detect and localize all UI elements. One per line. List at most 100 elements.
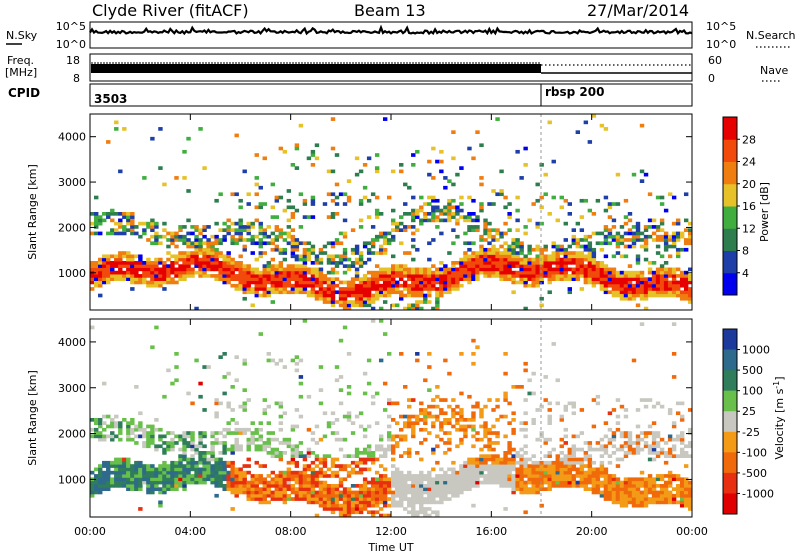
heatmap-cell — [591, 114, 597, 118]
heatmap-cell — [411, 280, 416, 285]
heatmap-cell — [399, 228, 404, 232]
heatmap-cell — [146, 474, 151, 478]
heatmap-cell — [318, 437, 324, 442]
heatmap-cell — [238, 198, 243, 203]
heatmap-cell — [278, 247, 284, 252]
heatmap-cell — [222, 447, 227, 452]
heatmap-cell — [234, 264, 239, 268]
heatmap-cell — [262, 447, 267, 452]
heatmap-cell — [639, 503, 645, 508]
heatmap-cell — [647, 277, 653, 281]
heatmap-cell — [342, 487, 348, 491]
heatmap-cell — [354, 507, 360, 511]
heatmap-cell — [386, 238, 392, 242]
heatmap-cell — [302, 283, 308, 288]
heatmap-cell — [659, 477, 665, 482]
heatmap-cell — [170, 474, 175, 478]
heatmap-cell — [374, 480, 380, 485]
heatmap-cell — [511, 490, 516, 495]
heatmap-cell — [663, 277, 669, 281]
heatmap-cell — [607, 202, 613, 206]
heatmap-cell — [294, 408, 300, 412]
heatmap-cell — [575, 251, 581, 255]
heatmap-cell — [278, 251, 284, 255]
heatmap-cell — [535, 261, 540, 265]
heatmap-cell — [306, 477, 312, 482]
heatmap-cell — [659, 437, 665, 442]
heatmap-cell — [463, 474, 468, 478]
heatmap-cell — [282, 451, 288, 455]
heatmap-cell — [539, 270, 544, 275]
heatmap-cell — [362, 261, 368, 265]
heatmap-cell — [399, 484, 404, 488]
heatmap-cell — [687, 480, 693, 485]
heatmap-cell — [198, 251, 203, 255]
heatmap-cell — [443, 480, 448, 485]
x-tick-label: 04:00 — [174, 525, 206, 538]
heatmap-cell — [571, 444, 577, 449]
heatmap-cell — [270, 231, 276, 236]
heatmap-cell — [523, 434, 528, 439]
heatmap-cell — [635, 493, 641, 498]
heatmap-cell — [519, 454, 524, 458]
heatmap-cell — [122, 127, 127, 131]
heatmap-cell — [471, 361, 476, 366]
heatmap-cell — [503, 257, 508, 262]
heatmap-cell — [483, 404, 488, 409]
heatmap-cell — [258, 434, 263, 439]
heatmap-cell — [302, 264, 308, 268]
heatmap-cell — [611, 500, 617, 505]
heatmap-cell — [102, 261, 107, 265]
heatmap-cell — [242, 408, 247, 412]
heatmap-cell — [98, 467, 103, 472]
heatmap-cell — [202, 480, 207, 485]
heatmap-cell — [607, 280, 613, 285]
heatmap-cell — [439, 208, 444, 213]
heatmap-cell — [194, 451, 199, 455]
heatmap-cell — [138, 421, 143, 425]
heatmap-cell — [623, 198, 629, 203]
heatmap-cell — [503, 398, 508, 402]
heatmap-cell — [603, 487, 609, 491]
heatmap-cell — [439, 261, 444, 265]
heatmap-cell — [134, 231, 139, 236]
heatmap-cell — [579, 447, 585, 452]
heatmap-cell — [431, 195, 436, 200]
heatmap-cell — [286, 280, 292, 285]
heatmap-cell — [170, 441, 175, 445]
heatmap-cell — [370, 270, 376, 275]
heatmap-cell — [306, 293, 312, 298]
heatmap-cell — [294, 146, 300, 151]
heatmap-cell — [667, 254, 673, 259]
heatmap-cell — [298, 454, 304, 458]
heatmap-cell — [603, 447, 609, 452]
heatmap-cell — [611, 274, 617, 278]
cpid-value-second: rbsp 200 — [545, 85, 604, 99]
heatmap-cell — [527, 480, 532, 485]
heatmap-cell — [222, 274, 227, 278]
heatmap-cell — [126, 467, 131, 472]
heatmap-cell — [162, 474, 167, 478]
heatmap-cell — [427, 388, 432, 392]
heatmap-cell — [334, 365, 340, 369]
heatmap-cell — [162, 464, 167, 468]
heatmap-cell — [142, 261, 147, 265]
heatmap-cell — [274, 280, 280, 285]
heatmap-cell — [250, 251, 255, 255]
heatmap-cell — [350, 228, 356, 232]
heatmap-cell — [222, 375, 227, 379]
heatmap-cell — [90, 212, 95, 216]
heatmap-cell — [623, 274, 629, 278]
heatmap-cell — [407, 274, 412, 278]
heatmap-cell — [479, 437, 484, 442]
heatmap-cell — [667, 474, 673, 478]
heatmap-cell — [675, 411, 681, 416]
heatmap-cell — [214, 431, 219, 435]
heatmap-cell — [543, 477, 548, 482]
heatmap-cell — [399, 293, 404, 298]
heatmap-cell — [623, 431, 629, 435]
colorbar-segment — [723, 411, 737, 433]
heatmap-cell — [639, 270, 645, 275]
heatmap-cell — [102, 460, 107, 465]
heatmap-cell — [595, 264, 601, 268]
